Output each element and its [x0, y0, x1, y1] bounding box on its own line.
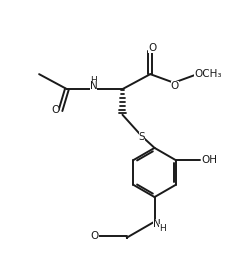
Text: N: N [89, 81, 97, 91]
Text: S: S [138, 132, 145, 142]
Text: O: O [51, 106, 59, 116]
Text: O: O [148, 43, 156, 54]
Text: OH: OH [201, 155, 216, 165]
Text: N: N [152, 219, 160, 229]
Text: H: H [158, 224, 165, 233]
Text: O: O [170, 81, 178, 91]
Text: O: O [90, 231, 98, 241]
Text: OCH₃: OCH₃ [193, 69, 221, 79]
Text: H: H [90, 76, 97, 85]
